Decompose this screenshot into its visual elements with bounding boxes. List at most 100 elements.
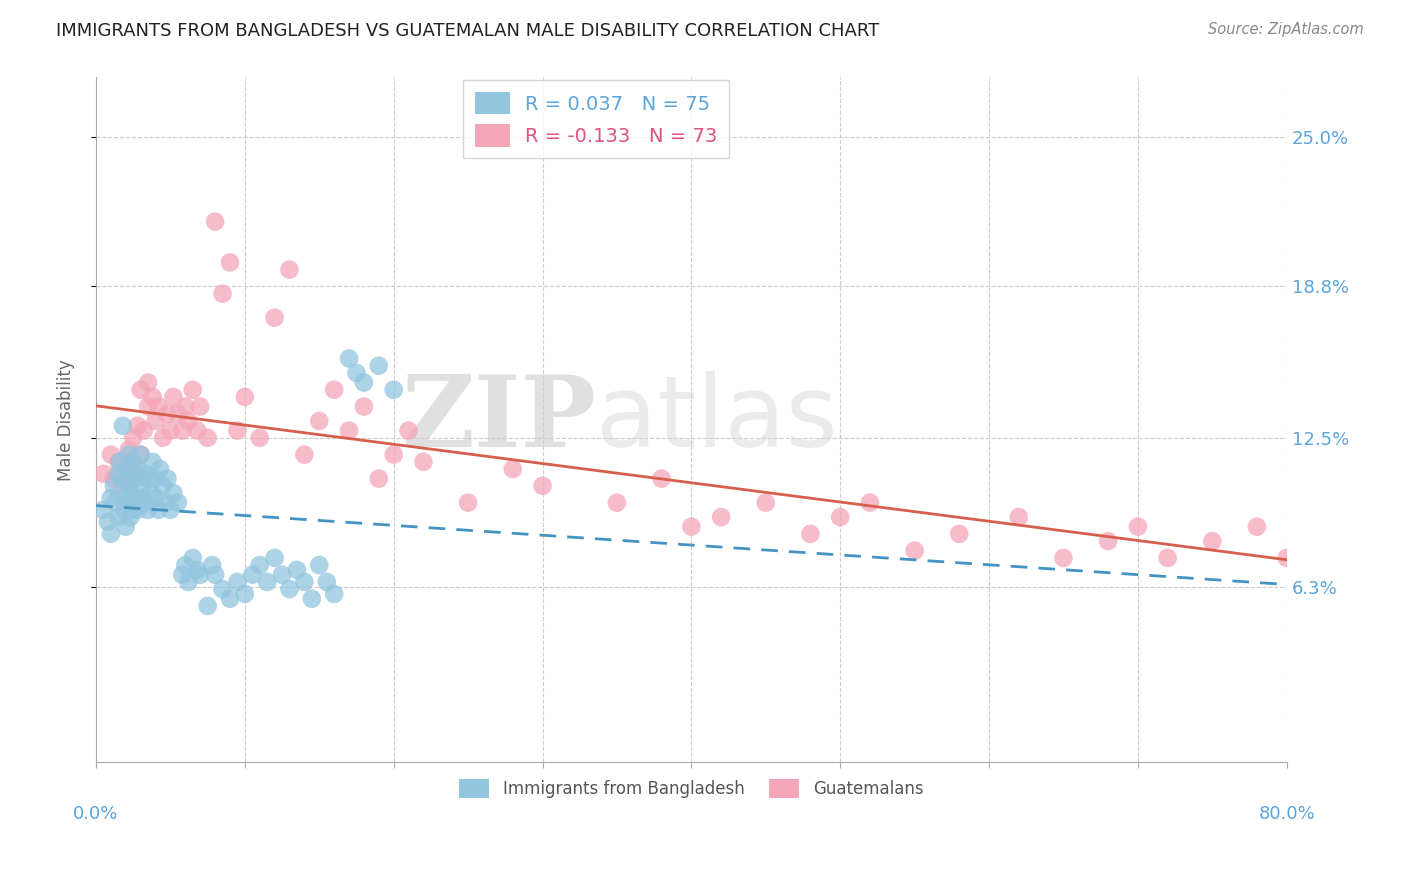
Point: [129, 491, 152, 505]
Point: [226, 424, 249, 438]
Point: [142, 390, 165, 404]
Point: [118, 448, 141, 462]
Point: [132, 424, 155, 438]
Point: [159, 424, 181, 438]
Point: [1350, 567, 1372, 582]
Point: [145, 491, 167, 505]
Point: [177, 574, 200, 589]
Point: [249, 558, 271, 573]
Point: [1395, 550, 1406, 565]
Point: [346, 366, 368, 380]
Point: [114, 491, 136, 505]
Point: [118, 479, 141, 493]
Point: [122, 431, 145, 445]
Point: [1008, 510, 1031, 524]
Point: [278, 582, 301, 596]
Point: [103, 479, 125, 493]
Point: [859, 496, 882, 510]
Point: [125, 467, 148, 481]
Point: [108, 455, 131, 469]
Point: [156, 407, 179, 421]
Point: [114, 462, 136, 476]
Point: [233, 587, 256, 601]
Point: [97, 515, 120, 529]
Y-axis label: Male Disability: Male Disability: [58, 359, 75, 481]
Text: ZIP: ZIP: [401, 371, 596, 468]
Point: [134, 467, 156, 481]
Point: [177, 414, 200, 428]
Point: [129, 448, 152, 462]
Point: [367, 359, 389, 373]
Point: [1156, 550, 1178, 565]
Point: [382, 383, 405, 397]
Point: [174, 400, 197, 414]
Point: [292, 448, 315, 462]
Point: [111, 418, 134, 433]
Point: [201, 558, 224, 573]
Point: [186, 424, 208, 438]
Point: [271, 567, 294, 582]
Point: [155, 496, 177, 510]
Point: [107, 455, 129, 469]
Point: [110, 472, 132, 486]
Point: [219, 255, 242, 269]
Point: [249, 431, 271, 445]
Point: [681, 519, 703, 533]
Point: [136, 503, 159, 517]
Point: [181, 383, 204, 397]
Point: [127, 462, 149, 476]
Point: [167, 407, 190, 421]
Text: atlas: atlas: [596, 371, 838, 468]
Point: [651, 472, 673, 486]
Point: [412, 455, 434, 469]
Point: [197, 431, 219, 445]
Point: [188, 400, 211, 414]
Point: [457, 496, 479, 510]
Point: [367, 472, 389, 486]
Point: [120, 486, 142, 500]
Point: [122, 455, 145, 469]
Point: [263, 550, 285, 565]
Point: [159, 503, 181, 517]
Point: [142, 455, 165, 469]
Point: [830, 510, 852, 524]
Point: [256, 574, 278, 589]
Point: [315, 574, 337, 589]
Point: [531, 479, 554, 493]
Point: [382, 448, 405, 462]
Point: [197, 599, 219, 613]
Point: [211, 582, 233, 596]
Text: IMMIGRANTS FROM BANGLADESH VS GUATEMALAN MALE DISABILITY CORRELATION CHART: IMMIGRANTS FROM BANGLADESH VS GUATEMALAN…: [56, 22, 880, 40]
Point: [1305, 534, 1327, 549]
Point: [107, 510, 129, 524]
Point: [606, 496, 628, 510]
Point: [167, 496, 190, 510]
Point: [337, 351, 360, 366]
Point: [145, 414, 167, 428]
Point: [136, 400, 159, 414]
Point: [149, 462, 172, 476]
Point: [1275, 550, 1298, 565]
Legend: Immigrants from Bangladesh, Guatemalans: Immigrants from Bangladesh, Guatemalans: [453, 772, 929, 805]
Point: [131, 479, 153, 493]
Point: [136, 472, 159, 486]
Point: [204, 567, 226, 582]
Point: [211, 286, 233, 301]
Point: [1201, 534, 1223, 549]
Point: [755, 496, 778, 510]
Point: [353, 400, 375, 414]
Point: [118, 442, 141, 457]
Point: [233, 390, 256, 404]
Point: [502, 462, 524, 476]
Point: [219, 591, 242, 606]
Text: Source: ZipAtlas.com: Source: ZipAtlas.com: [1208, 22, 1364, 37]
Point: [100, 527, 122, 541]
Point: [278, 262, 301, 277]
Text: 0.0%: 0.0%: [73, 805, 118, 823]
Point: [323, 587, 346, 601]
Point: [1097, 534, 1119, 549]
Point: [308, 558, 330, 573]
Point: [353, 376, 375, 390]
Point: [172, 567, 194, 582]
Point: [103, 472, 125, 486]
